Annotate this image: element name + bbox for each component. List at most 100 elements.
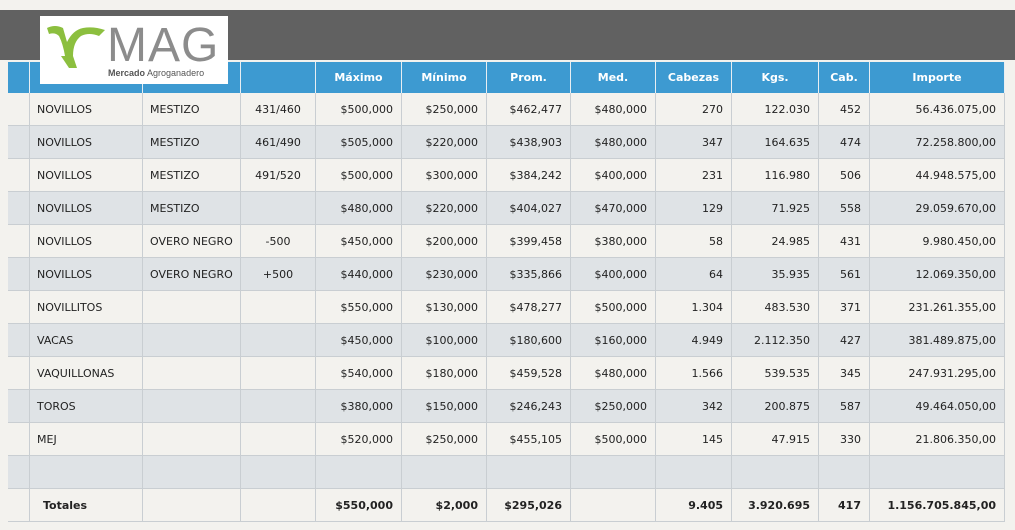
table-cell: 200.875: [732, 390, 819, 423]
header-cell: Kgs.: [732, 62, 819, 93]
table-cell: $250,000: [402, 423, 487, 456]
table-cell: NOVILLOS: [30, 159, 143, 192]
table-cell: $470,000: [571, 192, 656, 225]
table-cell: VACAS: [30, 324, 143, 357]
table-cell: $160,000: [571, 324, 656, 357]
table-cell: $380,000: [316, 390, 402, 423]
table-cell: $335,866: [487, 258, 571, 291]
table-cell: +500: [241, 258, 316, 291]
table-cell: MESTIZO: [143, 159, 241, 192]
table-cell: [143, 291, 241, 324]
table-cell: MESTIZO: [143, 192, 241, 225]
table-cell: [30, 456, 143, 489]
table-cell: $520,000: [316, 423, 402, 456]
table-cell: $438,903: [487, 126, 571, 159]
total-cell: [143, 489, 241, 522]
table-cell: [143, 390, 241, 423]
table-cell: 4.949: [656, 324, 732, 357]
table-cell: $440,000: [316, 258, 402, 291]
table-cell: [571, 456, 656, 489]
table-cell: [143, 324, 241, 357]
table-cell: 1.304: [656, 291, 732, 324]
table-cell: $200,000: [402, 225, 487, 258]
header-cell: Mínimo: [402, 62, 487, 93]
table-cell: 72.258.800,00: [870, 126, 1005, 159]
row-marker: [8, 93, 30, 126]
header-cell: Cab.: [819, 62, 870, 93]
table-cell: NOVILLOS: [30, 258, 143, 291]
table-cell: [241, 390, 316, 423]
table-cell: [241, 357, 316, 390]
table-cell: 24.985: [732, 225, 819, 258]
table-cell: 56.436.075,00: [870, 93, 1005, 126]
table-cell: 164.635: [732, 126, 819, 159]
table-cell: 431: [819, 225, 870, 258]
table-cell: $462,477: [487, 93, 571, 126]
table-cell: NOVILLITOS: [30, 291, 143, 324]
table-cell: 231: [656, 159, 732, 192]
table-cell: 49.464.050,00: [870, 390, 1005, 423]
table-cell: $404,027: [487, 192, 571, 225]
table-cell: [241, 324, 316, 357]
table-cell: [656, 456, 732, 489]
table-cell: $380,000: [571, 225, 656, 258]
table-cell: 427: [819, 324, 870, 357]
table-cell: 35.935: [732, 258, 819, 291]
table-cell: $100,000: [402, 324, 487, 357]
table-cell: 2.112.350: [732, 324, 819, 357]
table-cell: NOVILLOS: [30, 93, 143, 126]
header-cell: [241, 62, 316, 93]
row-marker: [8, 126, 30, 159]
table-cell: 145: [656, 423, 732, 456]
table-cell: $400,000: [571, 258, 656, 291]
table-cell: $540,000: [316, 357, 402, 390]
table-cell: $505,000: [316, 126, 402, 159]
table-cell: VAQUILLONAS: [30, 357, 143, 390]
table-cell: $180,600: [487, 324, 571, 357]
table-cell: $500,000: [571, 423, 656, 456]
header-cell: Cabezas: [656, 62, 732, 93]
table-cell: 129: [656, 192, 732, 225]
table-cell: -500: [241, 225, 316, 258]
table-cell: 9.980.450,00: [870, 225, 1005, 258]
table-cell: 247.931.295,00: [870, 357, 1005, 390]
table-cell: $220,000: [402, 192, 487, 225]
table-cell: $459,528: [487, 357, 571, 390]
table-cell: NOVILLOS: [30, 192, 143, 225]
table-cell: NOVILLOS: [30, 126, 143, 159]
table-cell: 58: [656, 225, 732, 258]
table: Máximo Mínimo Prom. Med. Cabezas Kgs. Cab. Impo…: [8, 62, 1005, 522]
table-cell: 461/490: [241, 126, 316, 159]
table-cell: $220,000: [402, 126, 487, 159]
total-cell: 417: [819, 489, 870, 522]
table-cell: 558: [819, 192, 870, 225]
row-marker: [8, 423, 30, 456]
table-cell: $250,000: [571, 390, 656, 423]
total-cell: 9.405: [656, 489, 732, 522]
table-cell: [870, 456, 1005, 489]
total-cell: 1.156.705.845,00: [870, 489, 1005, 522]
row-marker: [8, 225, 30, 258]
table-cell: $180,000: [402, 357, 487, 390]
table-cell: [819, 456, 870, 489]
table-cell: TOROS: [30, 390, 143, 423]
table-cell: $480,000: [316, 192, 402, 225]
table-cell: $400,000: [571, 159, 656, 192]
total-cell: $550,000: [316, 489, 402, 522]
table-cell: [143, 357, 241, 390]
table-cell: 116.980: [732, 159, 819, 192]
total-cell: [241, 489, 316, 522]
table-cell: 29.059.670,00: [870, 192, 1005, 225]
logo-word: MAG: [107, 19, 220, 72]
table-cell: $550,000: [316, 291, 402, 324]
logo-subtitle-text: Agroganadero: [147, 68, 205, 78]
table-cell: 231.261.355,00: [870, 291, 1005, 324]
table-cell: 12.069.350,00: [870, 258, 1005, 291]
table-cell: MESTIZO: [143, 126, 241, 159]
table-cell: $250,000: [402, 93, 487, 126]
table-cell: 561: [819, 258, 870, 291]
table-cell: 47.915: [732, 423, 819, 456]
table-cell: MESTIZO: [143, 93, 241, 126]
table-cell: 491/520: [241, 159, 316, 192]
table-cell: MEJ: [30, 423, 143, 456]
